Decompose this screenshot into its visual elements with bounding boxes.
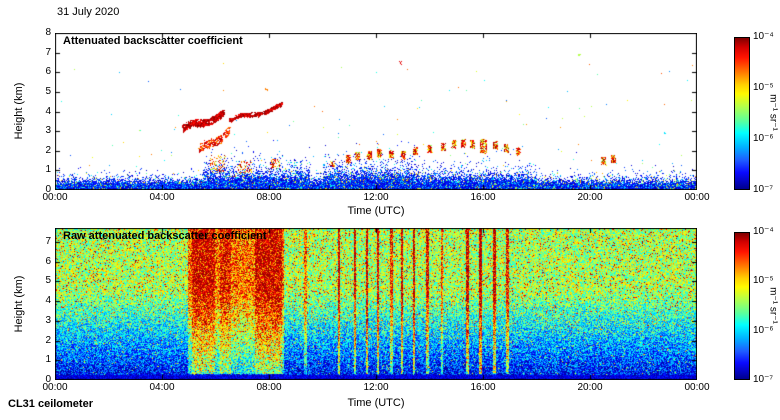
panel1-colorbar	[734, 37, 750, 190]
x-tick-label: 00:00	[684, 192, 710, 203]
x-tick-label: 20:00	[577, 192, 603, 203]
colorbar-tick-label: 10⁻⁶	[753, 133, 774, 144]
x-tick-label: 12:00	[363, 382, 389, 393]
y-tick-label: 3	[45, 314, 51, 326]
x-tick-label: 00:00	[42, 192, 68, 203]
date-label: 31 July 2020	[57, 6, 120, 18]
y-tick-label: 2	[45, 144, 51, 156]
x-tick-label: 04:00	[149, 382, 175, 393]
panel2-xlabel: Time (UTC)	[347, 397, 405, 409]
x-tick-label: 16:00	[470, 192, 496, 203]
colorbar-tick-label: 10⁻⁵	[753, 275, 774, 287]
x-tick-label: 20:00	[577, 382, 603, 393]
instrument-label: CL31 ceilometer	[8, 398, 93, 410]
panel1-xlabel: Time (UTC)	[347, 205, 405, 217]
y-tick-label: 6	[45, 66, 51, 78]
x-tick-label: 08:00	[256, 382, 282, 393]
colorbar-tick-label: 10⁻⁷	[753, 184, 774, 195]
panel2-colorbar	[734, 232, 750, 380]
y-tick-label: 4	[45, 295, 51, 307]
y-tick-label: 6	[45, 255, 51, 267]
y-tick-label: 1	[45, 354, 51, 366]
y-tick-label: 0	[45, 374, 51, 385]
colorbar-tick-label: 10⁻⁷	[753, 374, 774, 385]
colorbar-tick-label: 10⁻⁶	[753, 324, 774, 336]
raw-backscatter-panel: Raw attenuated backscatter coefficient	[55, 228, 697, 380]
y-tick-label: 7	[45, 46, 51, 58]
colorbar-tick-label: 10⁻⁵	[753, 82, 774, 93]
panel1-title: Attenuated backscatter coefficient	[63, 35, 243, 47]
raw-backscatter-heatmap	[55, 228, 697, 380]
x-tick-label: 00:00	[684, 382, 710, 393]
y-tick-label: 0	[45, 184, 51, 195]
y-tick-label: 8	[45, 27, 51, 38]
y-tick-label: 3	[45, 125, 51, 137]
attenuated-backscatter-heatmap	[55, 33, 697, 190]
attenuated-backscatter-panel: Attenuated backscatter coefficient	[55, 33, 697, 190]
x-tick-label: 04:00	[149, 192, 175, 203]
x-tick-label: 12:00	[363, 192, 389, 203]
y-tick-label: 7	[45, 235, 51, 247]
y-tick-label: 5	[45, 275, 51, 287]
x-tick-label: 00:00	[42, 382, 68, 393]
y-tick-label: 4	[45, 105, 51, 117]
y-tick-label: 2	[45, 334, 51, 346]
y-tick-label: 1	[45, 164, 51, 176]
colorbar-tick-label: 10⁻⁴	[753, 226, 774, 237]
x-tick-label: 08:00	[256, 192, 282, 203]
y-tick-label: 5	[45, 85, 51, 97]
colorbar-tick-label: 10⁻⁴	[753, 31, 774, 42]
panel2-title: Raw attenuated backscatter coefficient	[63, 230, 267, 242]
x-tick-label: 16:00	[470, 382, 496, 393]
